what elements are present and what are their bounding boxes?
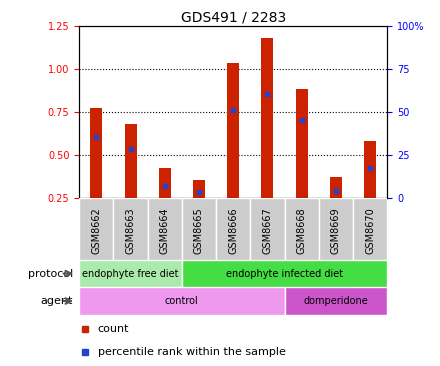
Text: endophyte free diet: endophyte free diet	[82, 269, 179, 279]
Text: GSM8669: GSM8669	[331, 207, 341, 254]
Bar	[330, 177, 342, 241]
Bar	[261, 38, 273, 241]
Text: agent: agent	[40, 296, 73, 306]
FancyBboxPatch shape	[285, 198, 319, 260]
Text: GSM8668: GSM8668	[297, 207, 307, 254]
Bar	[182, 260, 387, 287]
Bar	[79, 287, 285, 315]
Bar	[193, 180, 205, 241]
Bar	[285, 287, 387, 315]
Text: GSM8670: GSM8670	[365, 207, 375, 254]
Text: percentile rank within the sample: percentile rank within the sample	[98, 347, 286, 356]
FancyBboxPatch shape	[353, 198, 387, 260]
Text: endophyte infected diet: endophyte infected diet	[226, 269, 343, 279]
Text: GSM8663: GSM8663	[125, 207, 136, 254]
Text: GSM8664: GSM8664	[160, 207, 170, 254]
Text: GSM8665: GSM8665	[194, 207, 204, 254]
FancyBboxPatch shape	[114, 198, 148, 260]
Bar	[125, 124, 136, 241]
Bar	[159, 168, 171, 241]
FancyBboxPatch shape	[216, 198, 250, 260]
Text: GSM8666: GSM8666	[228, 207, 238, 254]
FancyBboxPatch shape	[79, 198, 114, 260]
Bar	[364, 141, 376, 241]
Text: GSM8667: GSM8667	[262, 207, 272, 254]
FancyBboxPatch shape	[250, 198, 285, 260]
FancyBboxPatch shape	[148, 198, 182, 260]
Text: protocol: protocol	[28, 269, 73, 279]
Title: GDS491 / 2283: GDS491 / 2283	[180, 11, 286, 25]
FancyBboxPatch shape	[319, 198, 353, 260]
Bar	[227, 63, 239, 241]
Text: control: control	[165, 296, 199, 306]
Bar	[296, 89, 308, 241]
Bar	[90, 108, 102, 241]
FancyBboxPatch shape	[182, 198, 216, 260]
Text: count: count	[98, 324, 129, 334]
Bar	[79, 260, 182, 287]
Text: domperidone: domperidone	[304, 296, 368, 306]
Text: GSM8662: GSM8662	[92, 207, 101, 254]
